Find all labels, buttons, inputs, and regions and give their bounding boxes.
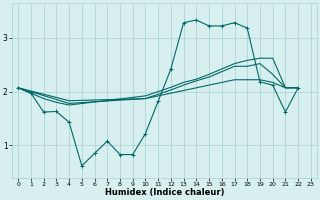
X-axis label: Humidex (Indice chaleur): Humidex (Indice chaleur)	[105, 188, 224, 197]
